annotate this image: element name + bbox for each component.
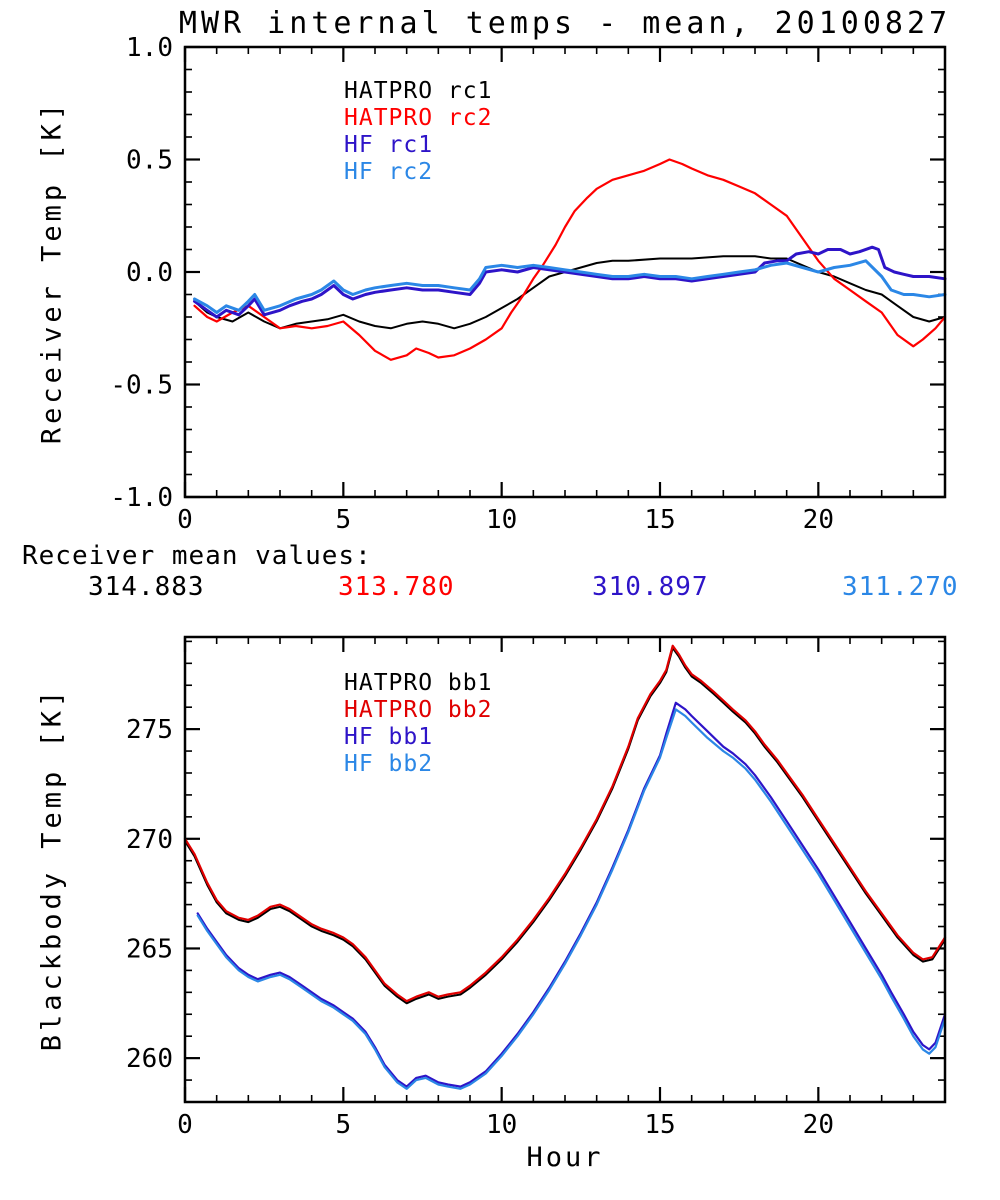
hour-x-axis-label: Hour xyxy=(526,1142,604,1173)
legend-entry-hatpro-bb1: HATPRO bb1 xyxy=(344,670,493,696)
svg-text:0.5: 0.5 xyxy=(126,146,173,176)
svg-text:275: 275 xyxy=(126,715,173,745)
blackbody-legend: HATPRO bb1 HATPRO bb2 HF bb1 HF bb2 xyxy=(344,670,492,778)
svg-text:5: 5 xyxy=(336,1110,352,1140)
svg-text:15: 15 xyxy=(644,505,675,535)
svg-text:20: 20 xyxy=(803,505,834,535)
svg-text:0.0: 0.0 xyxy=(126,258,173,288)
svg-text:265: 265 xyxy=(126,934,173,964)
mean-value-hf-rc2: 311.270 xyxy=(842,572,959,602)
receiver-y-axis-label: Receiver Temp [K] xyxy=(36,99,68,445)
legend-entry-hf-rc1: HF rc1 xyxy=(344,132,434,158)
receiver-means-label: Receiver mean values: xyxy=(22,541,372,571)
mean-value-hf-rc1: 310.897 xyxy=(592,572,709,602)
legend-entry-hatpro-rc2: HATPRO rc2 xyxy=(344,105,493,131)
svg-text:0: 0 xyxy=(177,1110,193,1140)
svg-text:260: 260 xyxy=(126,1044,173,1074)
legend-entry-hf-bb1: HF bb1 xyxy=(344,724,434,750)
svg-text:20: 20 xyxy=(803,1110,834,1140)
receiver-legend: HATPRO rc1 HATPRO rc2 HF rc1 HF rc2 xyxy=(344,78,492,186)
blackbody-y-axis-label: Blackbody Temp [K] xyxy=(36,686,68,1052)
svg-text:-1.0: -1.0 xyxy=(110,483,173,513)
svg-text:1.0: 1.0 xyxy=(126,33,173,63)
chart-title: MWR internal temps - mean, 20100827 xyxy=(178,6,952,41)
legend-entry-hatpro-rc1: HATPRO rc1 xyxy=(344,78,493,104)
legend-entry-hatpro-bb2: HATPRO bb2 xyxy=(344,697,493,723)
mean-value-hatpro-rc1: 314.883 xyxy=(88,572,205,602)
svg-text:5: 5 xyxy=(336,505,352,535)
legend-entry-hf-bb2: HF bb2 xyxy=(344,751,434,777)
svg-text:15: 15 xyxy=(644,1110,675,1140)
svg-text:270: 270 xyxy=(126,825,173,855)
svg-text:10: 10 xyxy=(486,1110,517,1140)
mean-value-hatpro-rc2: 313.780 xyxy=(338,572,455,602)
svg-text:-0.5: -0.5 xyxy=(110,371,173,401)
svg-text:10: 10 xyxy=(486,505,517,535)
svg-text:0: 0 xyxy=(177,505,193,535)
legend-entry-hf-rc2: HF rc2 xyxy=(344,159,434,185)
